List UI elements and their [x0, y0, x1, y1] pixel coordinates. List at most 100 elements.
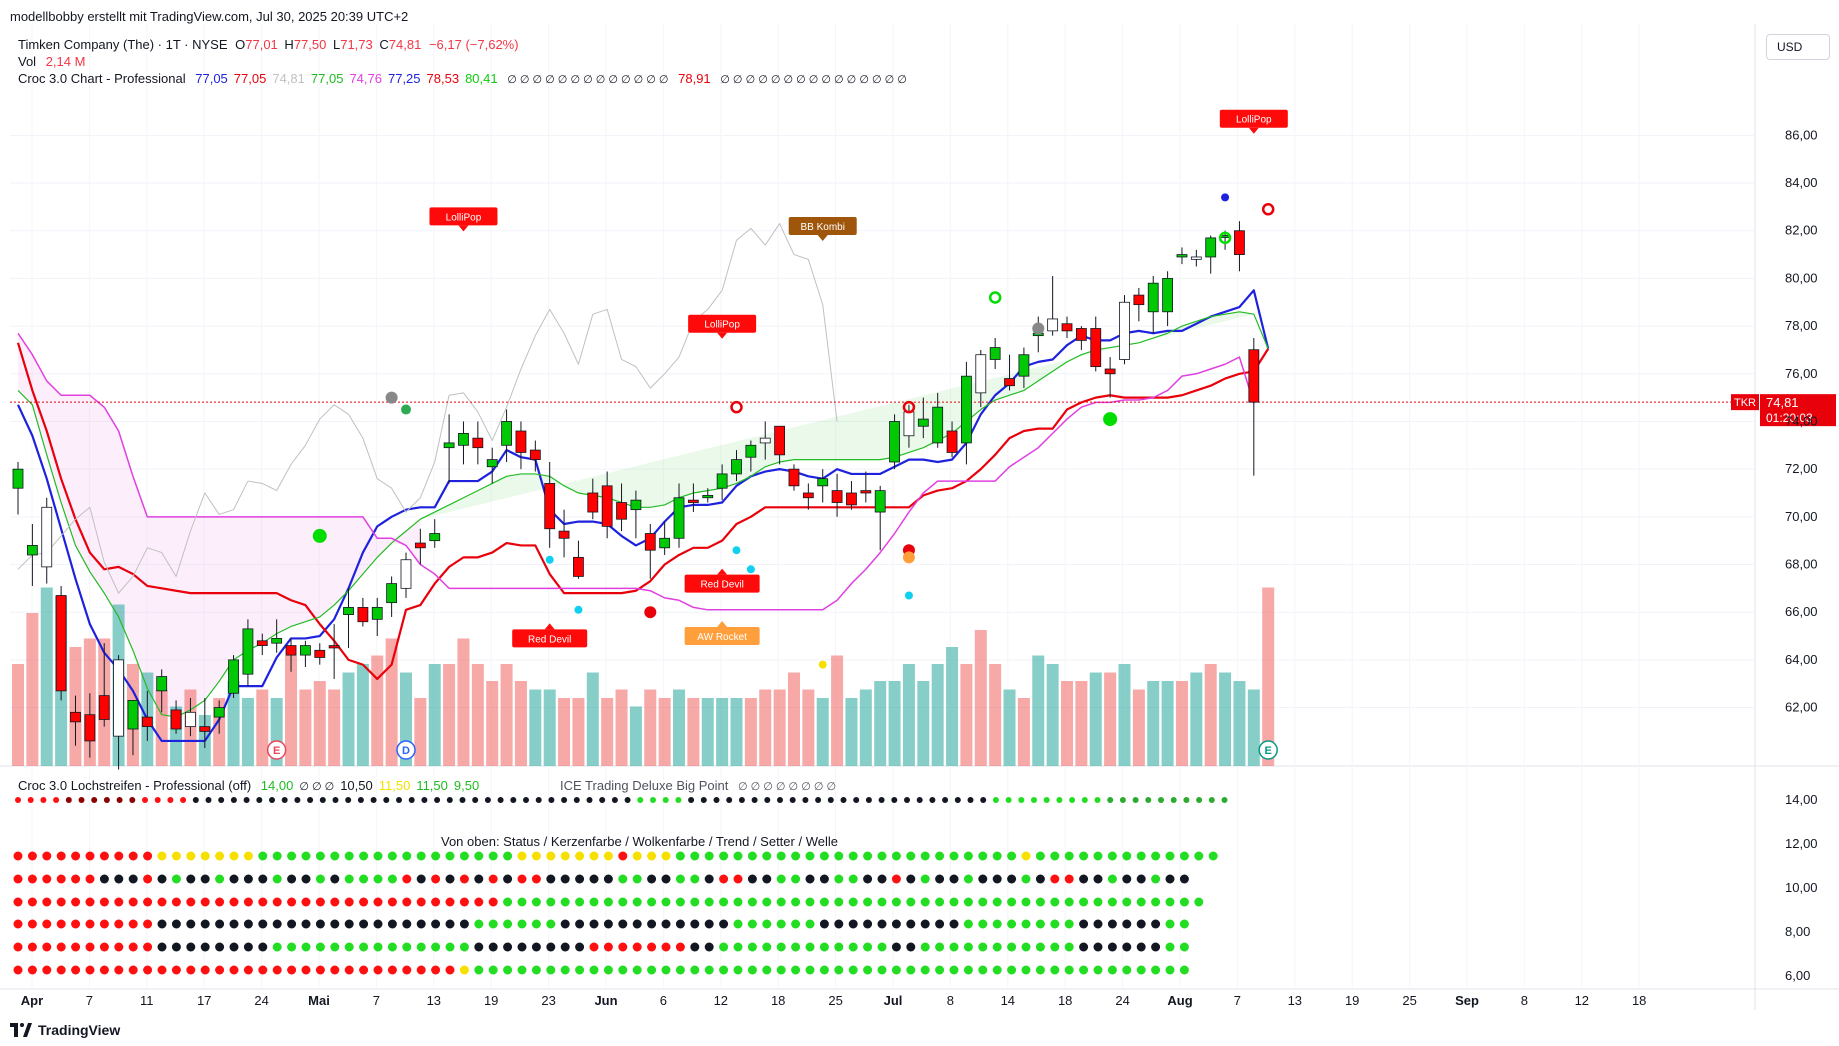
lochstreifen-dot [484, 797, 491, 803]
lochstreifen-value-2: 10,50 [340, 778, 373, 793]
status-dot [416, 897, 426, 907]
x-tick-label: 14 [1001, 993, 1015, 1008]
status-dot [13, 965, 23, 975]
status-dot [906, 965, 916, 975]
volume-bar [658, 698, 671, 766]
status-dot [56, 897, 66, 907]
indicator-values: 77,05 77,05 74,81 77,05 74,76 77,25 78,53 80,41 [189, 71, 497, 86]
volume-bar [859, 689, 872, 766]
status-dot [503, 919, 513, 929]
status-dot [200, 919, 210, 929]
status-dot [71, 851, 81, 861]
status-dot [359, 965, 369, 975]
status-dot [1165, 851, 1175, 861]
y-tick-label: 70,00 [1785, 509, 1818, 524]
status-dot [171, 851, 181, 861]
status-dot [1179, 897, 1189, 907]
lochstreifen-dot [1145, 797, 1152, 803]
indicator-legend[interactable]: Croc 3.0 Chart - Professional 77,05 77,05… [18, 71, 907, 88]
status-dot [517, 942, 527, 952]
status-dot [531, 874, 541, 884]
volume-bar [285, 655, 298, 766]
volume-bar [356, 664, 369, 766]
lochstreifen-dot [637, 797, 644, 803]
status-dot [344, 919, 354, 929]
status-dot [1079, 919, 1089, 929]
status-dot [834, 851, 844, 861]
status-dot [733, 874, 743, 884]
status-dot [359, 897, 369, 907]
status-dot [287, 874, 297, 884]
signal-label-pointer [717, 621, 728, 628]
time-axis[interactable]: Apr 7 11 17 24 Mai 7 13 19 23 Jun 6 12 18 25 Jul 8 14 18 24… [21, 993, 1647, 1008]
volume-bar [529, 689, 542, 766]
ohlc-change: −6,17 (−7,62%) [428, 37, 519, 52]
indicator-value-6: 78,53 [426, 71, 460, 86]
status-dot [920, 942, 930, 952]
status-dot [819, 919, 829, 929]
lochstreifen-dot [802, 797, 809, 803]
status-dot [1050, 919, 1060, 929]
volume-bar [543, 689, 556, 766]
status-dot [819, 874, 829, 884]
candle-body [400, 559, 412, 589]
status-dot [402, 897, 412, 907]
status-dot [618, 851, 628, 861]
ohlc-close-label: C [379, 37, 389, 52]
volume-bar [960, 664, 973, 766]
status-dot [171, 942, 181, 952]
candle-body [472, 437, 484, 449]
status-dot [603, 965, 613, 975]
cyan-dot [904, 591, 913, 600]
signal-label-box [684, 627, 760, 646]
lochstreifen-dot [840, 797, 847, 803]
signal-label-pointer [458, 225, 469, 232]
volume-bar [471, 664, 484, 766]
lochstreifen-value-3: 11,50 [378, 778, 411, 793]
status-dot [949, 965, 959, 975]
status-dot [877, 874, 887, 884]
volume-bar [1017, 698, 1030, 766]
status-dot [1079, 942, 1089, 952]
status-dot [85, 874, 95, 884]
status-dot [503, 851, 513, 861]
status-dot [128, 942, 138, 952]
status-dot [387, 965, 397, 975]
status-dot [13, 897, 23, 907]
lochstreifen-legend[interactable]: Croc 3.0 Lochstreifen - Professional (of… [18, 778, 479, 795]
lower-tick-label: 8,00 [1785, 924, 1810, 939]
status-dot [402, 965, 412, 975]
volume-bar [299, 689, 312, 766]
currency-button[interactable]: USD [1766, 34, 1830, 60]
status-dot [200, 942, 210, 952]
status-dot [675, 942, 685, 952]
status-dot [229, 851, 239, 861]
status-dot [330, 919, 340, 929]
status-dot [704, 851, 714, 861]
status-dot [632, 897, 642, 907]
ice-overlay-empty-values: ∅ ∅ ∅ ∅ ∅ ∅ ∅ ∅ [738, 781, 837, 793]
signal-label-pointer [717, 568, 728, 575]
status-dot [560, 942, 570, 952]
volume-legend[interactable]: Vol 2,14 M [18, 54, 85, 70]
status-dot [1079, 874, 1089, 884]
status-dot [431, 874, 441, 884]
status-dot [114, 897, 124, 907]
status-dot [704, 874, 714, 884]
tradingview-logo[interactable]: TradingView [10, 1022, 120, 1038]
status-dot [488, 897, 498, 907]
status-dot [1194, 851, 1204, 861]
lochstreifen-dot [980, 797, 987, 803]
status-dot [85, 965, 95, 975]
x-tick-label: 18 [1632, 993, 1646, 1008]
status-dot [647, 942, 657, 952]
instrument-legend[interactable]: Timken Company (The) · 1T · NYSE O77,01 … [18, 37, 519, 53]
lochstreifen-value-4: 11,50 [416, 778, 448, 793]
lochstreifen-dot [967, 797, 974, 803]
candle-body [41, 506, 53, 568]
price-axis[interactable]: 86,00 84,00 82,00 80,00 78,00 76,00 74,00 72,00… [1785, 127, 1818, 983]
signal-label-box [512, 629, 588, 648]
status-dot [1165, 919, 1175, 929]
status-dot [805, 942, 815, 952]
candle-body [1248, 349, 1260, 403]
